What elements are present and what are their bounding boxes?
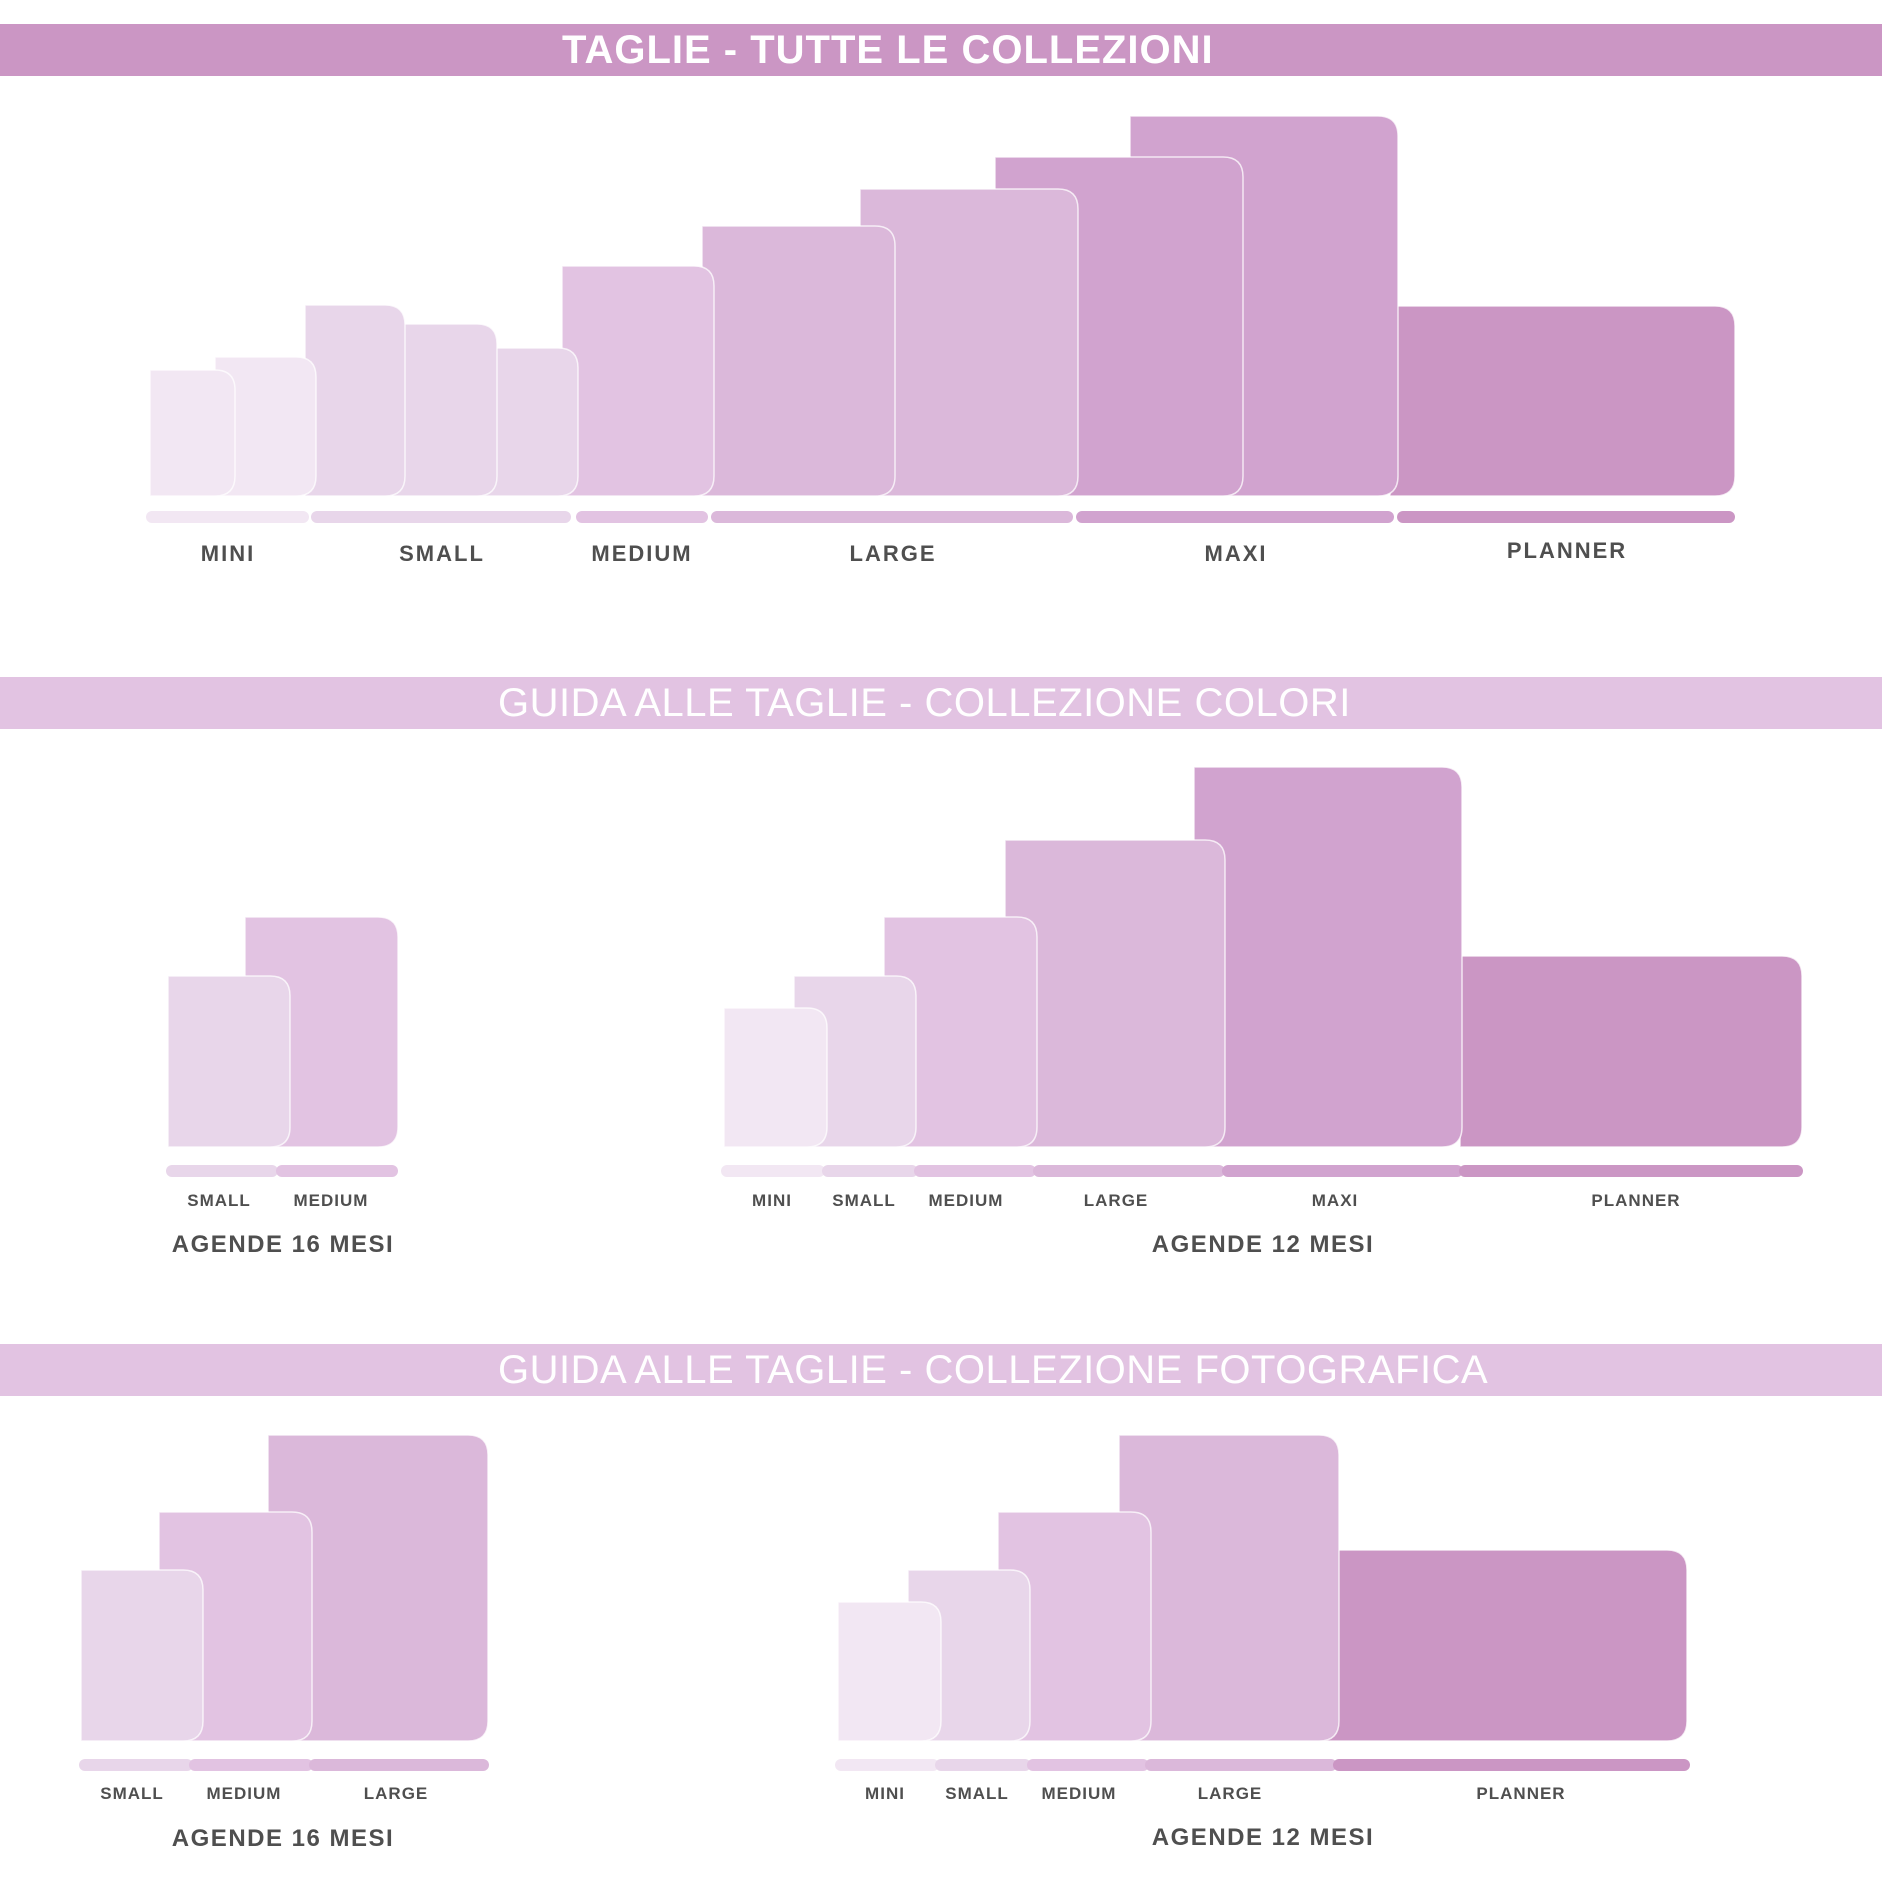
medium-bar	[189, 1759, 313, 1771]
planner-shape	[1324, 1549, 1688, 1742]
size-label-small: SMALL	[100, 1784, 164, 1803]
size-label-medium: MEDIUM	[1041, 1784, 1117, 1803]
large-bar	[309, 1759, 489, 1771]
maxi-bar	[1076, 511, 1394, 523]
group-caption: AGENDE 16 MESI	[171, 1825, 395, 1852]
size-label-small: SMALL	[187, 1191, 251, 1210]
size-label-maxi: MAXI	[1204, 541, 1268, 566]
small-shape	[80, 1569, 204, 1742]
planner-bar	[1459, 1165, 1803, 1177]
mini-bar	[721, 1165, 825, 1177]
small-shape	[304, 304, 406, 497]
mini-shape	[723, 1007, 828, 1148]
section-banner-fotografica: GUIDA ALLE TAGLIE - COLLEZIONE FOTOGRAFI…	[0, 1344, 1882, 1396]
section-title: GUIDA ALLE TAGLIE - COLLEZIONE FOTOGRAFI…	[498, 1348, 1489, 1392]
medium-bar	[276, 1165, 398, 1177]
large-bar	[1145, 1759, 1337, 1771]
size-label-small: SMALL	[399, 541, 485, 566]
size-label-large: LARGE	[849, 541, 937, 566]
size-label-medium: MEDIUM	[206, 1784, 282, 1803]
size-label-medium: MEDIUM	[591, 541, 693, 566]
medium-shape	[883, 916, 1038, 1148]
mini-shape	[837, 1601, 942, 1742]
mini-bar	[146, 511, 309, 523]
maxi-shape	[1193, 766, 1463, 1148]
size-label-large: LARGE	[363, 1784, 429, 1803]
section-banner-all-collections: TAGLIE - TUTTE LE COLLEZIONI	[0, 24, 1882, 76]
large-shape	[1004, 839, 1226, 1148]
mini-shape	[214, 356, 317, 497]
group-caption: AGENDE 16 MESI	[171, 1231, 395, 1258]
large-bar	[711, 511, 1073, 523]
size-label-small: SMALL	[832, 1191, 896, 1210]
planner-shape	[1459, 955, 1803, 1148]
section-title: GUIDA ALLE TAGLIE - COLLEZIONE COLORI	[498, 681, 1351, 725]
size-label-medium: MEDIUM	[293, 1191, 369, 1210]
size-label-mini: MINI	[752, 1191, 792, 1210]
mini-bar	[835, 1759, 939, 1771]
size-label-planner: PLANNER	[1506, 538, 1628, 563]
small-shape	[167, 975, 291, 1148]
section-banner-colori: GUIDA ALLE TAGLIE - COLLEZIONE COLORI	[0, 677, 1882, 729]
size-label-large: LARGE	[1083, 1191, 1149, 1210]
size-label-planner: PLANNER	[1476, 1784, 1566, 1803]
size-label-medium: MEDIUM	[928, 1191, 1004, 1210]
size-label-mini: MINI	[200, 541, 256, 566]
size-label-planner: PLANNER	[1591, 1191, 1681, 1210]
small-shape	[477, 347, 579, 497]
small-bar	[311, 511, 571, 523]
small-bar	[935, 1759, 1031, 1771]
planner-shape	[1389, 305, 1736, 497]
planner-bar	[1397, 511, 1735, 523]
mini-shape	[149, 369, 236, 497]
medium-bar	[576, 511, 708, 523]
group-caption: AGENDE 12 MESI	[1151, 1231, 1375, 1258]
large-shape	[701, 225, 896, 497]
medium-bar	[914, 1165, 1036, 1177]
size-label-mini: MINI	[865, 1784, 905, 1803]
medium-bar	[1027, 1759, 1149, 1771]
small-shape	[392, 323, 498, 497]
medium-shape	[997, 1511, 1152, 1742]
size-label-large: LARGE	[1197, 1784, 1263, 1803]
planner-bar	[1333, 1759, 1690, 1771]
section-title: TAGLIE - TUTTE LE COLLEZIONI	[562, 28, 1214, 72]
large-shape	[267, 1434, 489, 1742]
maxi-bar	[1222, 1165, 1463, 1177]
large-shape	[1118, 1434, 1340, 1742]
medium-shape	[561, 265, 715, 497]
size-label-small: SMALL	[945, 1784, 1009, 1803]
small-bar	[79, 1759, 193, 1771]
group-caption: AGENDE 12 MESI	[1151, 1824, 1375, 1851]
small-bar	[166, 1165, 278, 1177]
small-bar	[822, 1165, 918, 1177]
size-label-maxi: MAXI	[1311, 1191, 1359, 1210]
large-bar	[1033, 1165, 1225, 1177]
large-shape	[859, 188, 1079, 497]
